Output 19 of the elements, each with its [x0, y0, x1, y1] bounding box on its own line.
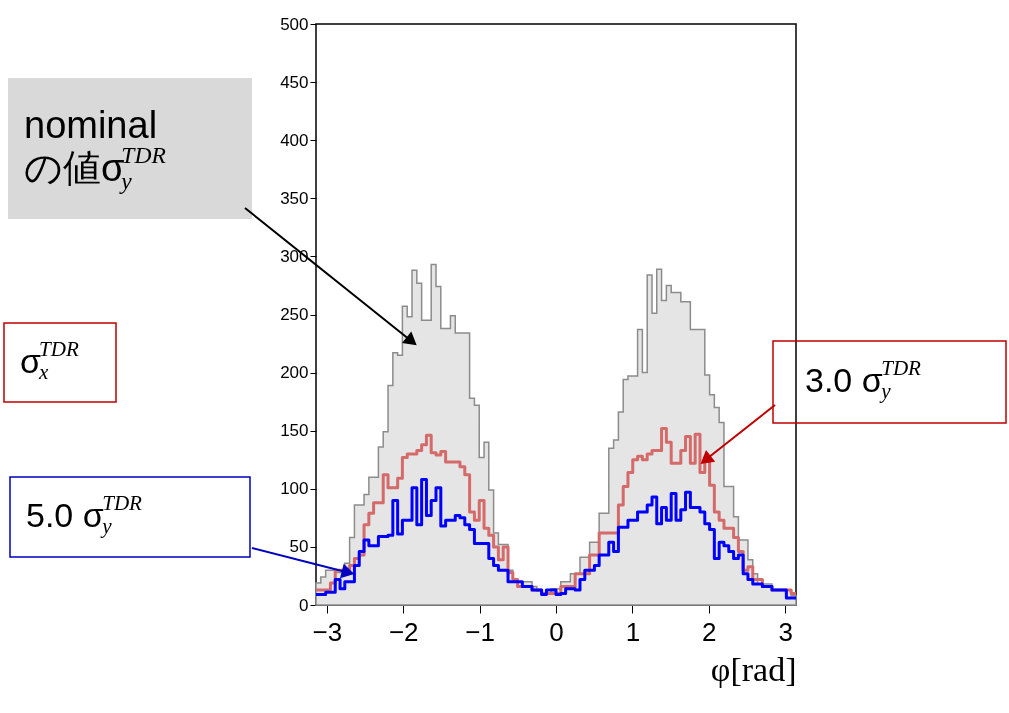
- y-tick-label: 200: [280, 363, 309, 383]
- y-tick-label: 300: [280, 246, 309, 266]
- x-tick-label: −3: [312, 616, 343, 647]
- y-tick-label: 500: [280, 14, 309, 34]
- y-tick-label: 400: [280, 130, 309, 150]
- x-tick-label: 2: [702, 616, 717, 647]
- y-tick-label: 100: [280, 479, 309, 499]
- x-tick-label: 0: [549, 616, 564, 647]
- x-tick-label: −2: [388, 616, 419, 647]
- y-tick-label: 150: [280, 421, 309, 441]
- y-tick-label: 250: [280, 305, 309, 324]
- x-tick-label: 1: [625, 616, 641, 647]
- x-axis-title: φ[rad]: [710, 650, 797, 688]
- y-tick-label: 50: [289, 537, 309, 557]
- y-tick-label: 450: [280, 72, 309, 92]
- y-tick-label: 350: [280, 188, 309, 208]
- x-tick-label: −1: [465, 616, 495, 647]
- x-tick-label: 3: [778, 616, 793, 647]
- y-tick-label: 0: [299, 595, 309, 615]
